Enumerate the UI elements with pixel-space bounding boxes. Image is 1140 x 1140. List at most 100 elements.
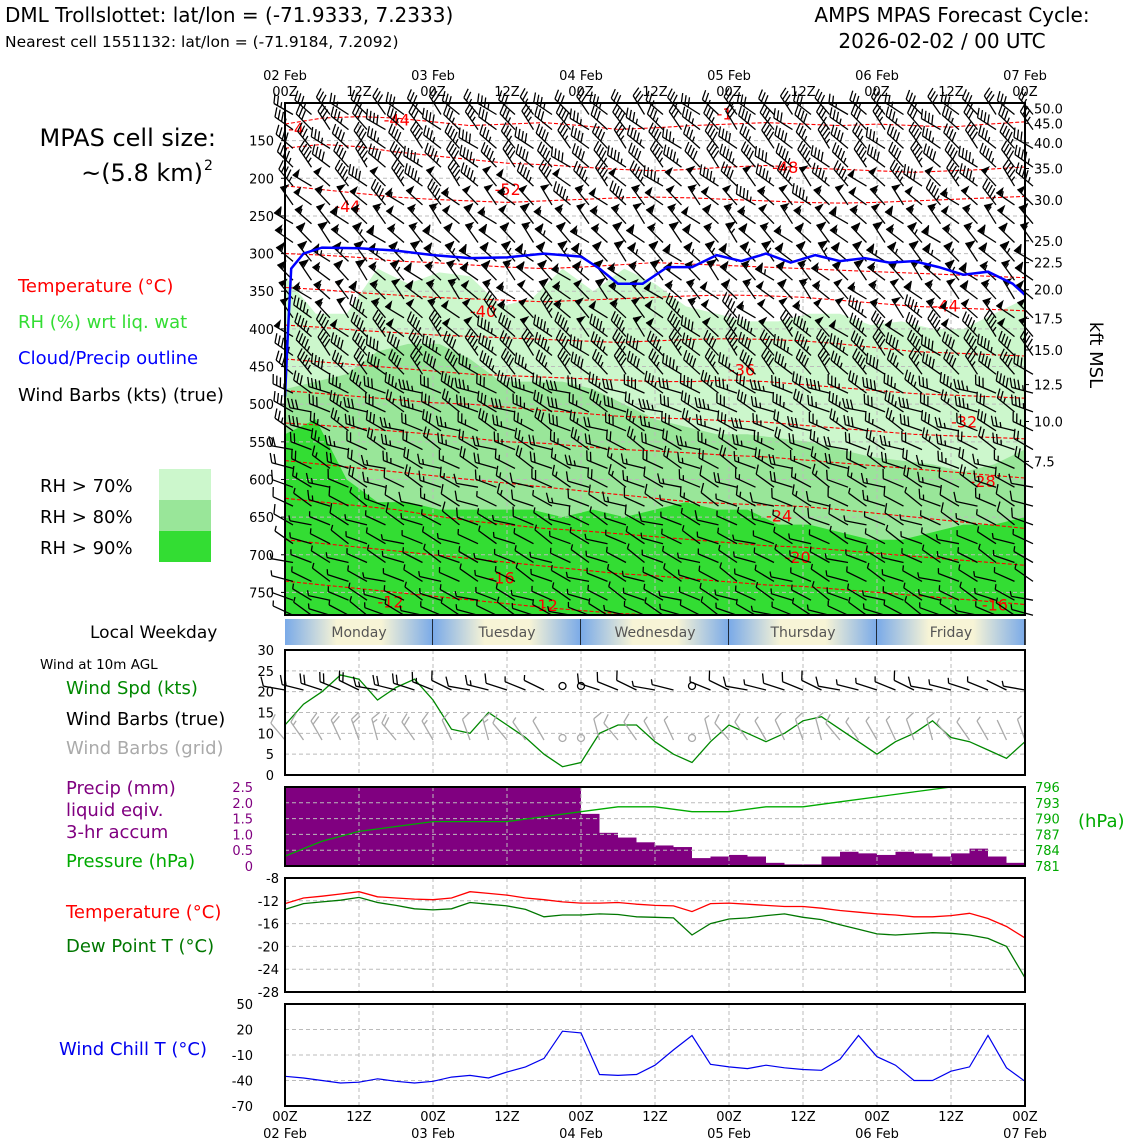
barb-staff	[682, 228, 701, 244]
barb-half	[783, 206, 788, 212]
barb-half	[521, 436, 524, 443]
barb-half	[787, 157, 791, 164]
barb-staff	[660, 499, 682, 507]
barb-staff	[530, 573, 553, 583]
upper-air-wind-barb	[759, 329, 775, 356]
barb-full	[335, 144, 342, 155]
barb-half	[432, 206, 437, 212]
barb-full	[731, 338, 739, 348]
upper-air-wind-barb	[458, 244, 479, 262]
barb-full	[314, 430, 317, 441]
upper-air-wind-barb	[306, 590, 331, 601]
upper-air-wind-barb	[349, 185, 368, 206]
barb-half	[445, 439, 447, 446]
barb-half	[344, 514, 347, 520]
barb-flag	[274, 224, 283, 234]
barb-full	[517, 354, 521, 365]
barb-full	[577, 148, 582, 159]
barb-half	[478, 525, 481, 531]
barb-staff	[700, 492, 719, 507]
upper-air-wind-barb	[668, 102, 683, 130]
barb-full	[672, 221, 679, 231]
barb-half	[367, 494, 370, 500]
barb-half	[684, 441, 687, 447]
barb-half	[447, 397, 451, 404]
barb-flag	[688, 184, 698, 192]
barb-full	[630, 145, 636, 155]
barb-full	[586, 450, 588, 461]
barb-half	[763, 269, 767, 275]
barb-full	[492, 414, 495, 425]
barb-full	[430, 148, 435, 158]
upper-air-wind-barb	[427, 297, 442, 319]
upper-air-wind-barb	[515, 445, 534, 469]
upper-air-wind-barb	[366, 125, 386, 149]
barb-full	[688, 129, 694, 140]
barb-full	[350, 449, 353, 460]
upper-air-wind-barb	[700, 369, 719, 394]
temperature-contour	[284, 286, 1026, 312]
barb-full	[521, 328, 528, 338]
upper-air-wind-barb	[402, 547, 423, 564]
barb-flag	[424, 260, 434, 270]
barb-full	[802, 147, 808, 157]
barb-staff	[700, 601, 719, 616]
barb-full	[353, 121, 360, 131]
barb-full	[305, 472, 310, 483]
upper-air-wind-barb	[773, 224, 793, 244]
barb-staff	[330, 529, 349, 545]
barb-full	[384, 484, 387, 495]
upper-air-wind-barb	[758, 89, 775, 115]
barb-half	[745, 263, 749, 270]
upper-air-wind-barb	[774, 242, 793, 262]
barb-half	[492, 531, 495, 538]
upper-air-wind-barb	[295, 104, 312, 131]
barb-full	[549, 430, 552, 441]
upper-air-wind-barb	[446, 259, 461, 281]
barb-full	[753, 379, 757, 390]
barb-staff	[685, 281, 701, 300]
barb-full	[569, 409, 572, 420]
barb-full	[717, 410, 720, 421]
barb-flag	[465, 221, 475, 230]
upper-air-wind-barb	[625, 525, 645, 545]
barb-half	[631, 399, 634, 406]
barb-full	[505, 128, 512, 138]
barb-staff	[555, 225, 571, 243]
barb-flag	[477, 206, 485, 216]
barb-full	[764, 109, 771, 120]
barb-staff	[568, 497, 590, 507]
upper-air-wind-barb	[683, 350, 701, 375]
upper-air-wind-barb	[419, 487, 442, 507]
barb-half	[603, 604, 606, 611]
barb-full	[590, 469, 593, 480]
barb-full	[280, 242, 285, 252]
barb-flag	[592, 241, 602, 250]
barb-half	[676, 158, 679, 164]
barb-half	[324, 116, 329, 122]
legend-dewpoint: Dew Point T (°C)	[66, 936, 214, 957]
barb-full	[446, 140, 453, 150]
barb-flag	[484, 184, 494, 192]
barb-staff	[778, 187, 794, 206]
upper-air-wind-barb	[755, 464, 775, 488]
barb-half	[435, 346, 438, 353]
barb-full	[605, 379, 610, 390]
barb-staff	[498, 208, 516, 225]
upper-air-wind-barb	[424, 260, 442, 281]
barb-full	[533, 92, 537, 103]
upper-air-wind-barb	[536, 141, 553, 168]
barb-full	[508, 357, 515, 367]
barb-full	[594, 159, 602, 169]
upper-air-wind-barb	[687, 184, 701, 206]
barb-full	[355, 124, 362, 135]
upper-air-wind-barb	[363, 375, 386, 394]
barb-flag	[757, 298, 766, 308]
barb-half	[437, 549, 440, 556]
barb-half	[382, 568, 385, 574]
barb-flag	[441, 186, 449, 196]
barb-flag	[479, 242, 489, 251]
upper-air-wind-barb	[328, 485, 349, 507]
upper-air-wind-barb	[274, 107, 294, 131]
barb-full	[463, 397, 466, 408]
